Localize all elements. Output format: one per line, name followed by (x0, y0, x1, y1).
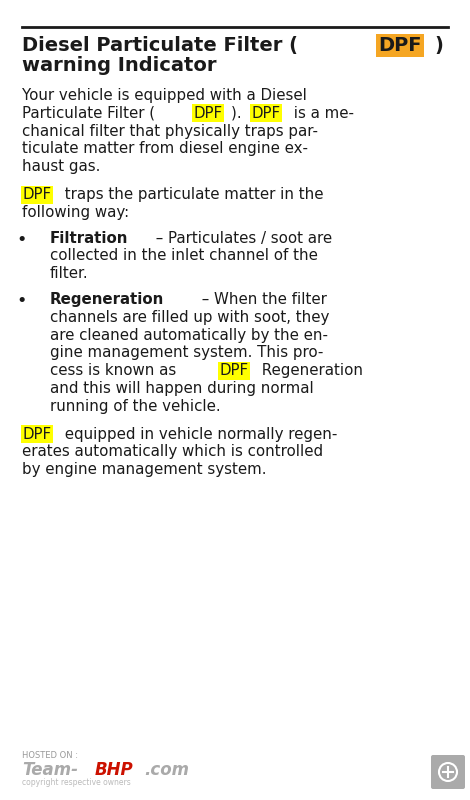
Text: ).: ). (231, 106, 247, 121)
Text: Regeneration: Regeneration (50, 292, 164, 307)
Text: collected in the inlet channel of the: collected in the inlet channel of the (50, 249, 318, 263)
Text: Filtration: Filtration (50, 230, 128, 246)
Text: .com: .com (144, 761, 189, 779)
Text: ): ) (434, 36, 443, 55)
Text: – Particulates / soot are: – Particulates / soot are (151, 230, 332, 246)
Text: equipped in vehicle normally regen-: equipped in vehicle normally regen- (60, 426, 337, 442)
Text: DPF: DPF (219, 363, 248, 378)
Text: •: • (17, 292, 27, 310)
Text: – When the filter: – When the filter (197, 292, 327, 307)
Text: by engine management system.: by engine management system. (22, 462, 266, 478)
Text: BHP: BHP (94, 761, 133, 779)
Text: erates automatically which is controlled: erates automatically which is controlled (22, 445, 323, 459)
Text: copyright respective owners: copyright respective owners (22, 778, 131, 787)
Text: DPF: DPF (194, 106, 223, 121)
Text: DPF: DPF (22, 187, 51, 202)
Text: cess is known as: cess is known as (50, 363, 181, 378)
FancyBboxPatch shape (431, 755, 465, 789)
Text: gine management system. This pro-: gine management system. This pro- (50, 346, 323, 361)
Text: is a me-: is a me- (289, 106, 353, 121)
Text: chanical filter that physically traps par-: chanical filter that physically traps pa… (22, 123, 318, 138)
Text: DPF: DPF (251, 106, 280, 121)
Text: warning Indicator: warning Indicator (22, 56, 217, 75)
Text: DPF: DPF (378, 36, 422, 55)
Text: Diesel Particulate Filter (: Diesel Particulate Filter ( (22, 36, 298, 55)
Text: ticulate matter from diesel engine ex-: ticulate matter from diesel engine ex- (22, 142, 308, 157)
Text: Particulate Filter (: Particulate Filter ( (22, 106, 155, 121)
Text: traps the particulate matter in the: traps the particulate matter in the (60, 187, 323, 202)
Text: running of the vehicle.: running of the vehicle. (50, 399, 220, 414)
Text: HOSTED ON :: HOSTED ON : (22, 751, 78, 760)
Text: haust gas.: haust gas. (22, 159, 101, 174)
Text: Regeneration: Regeneration (257, 363, 363, 378)
Text: DPF: DPF (22, 426, 51, 442)
Text: following way:: following way: (22, 205, 129, 220)
Text: channels are filled up with soot, they: channels are filled up with soot, they (50, 310, 329, 325)
Text: Your vehicle is equipped with a Diesel: Your vehicle is equipped with a Diesel (22, 88, 307, 103)
Text: filter.: filter. (50, 266, 89, 282)
Text: and this will happen during normal: and this will happen during normal (50, 381, 314, 396)
Text: Team-: Team- (22, 761, 78, 779)
Text: are cleaned automatically by the en-: are cleaned automatically by the en- (50, 328, 328, 342)
Text: •: • (17, 230, 27, 249)
